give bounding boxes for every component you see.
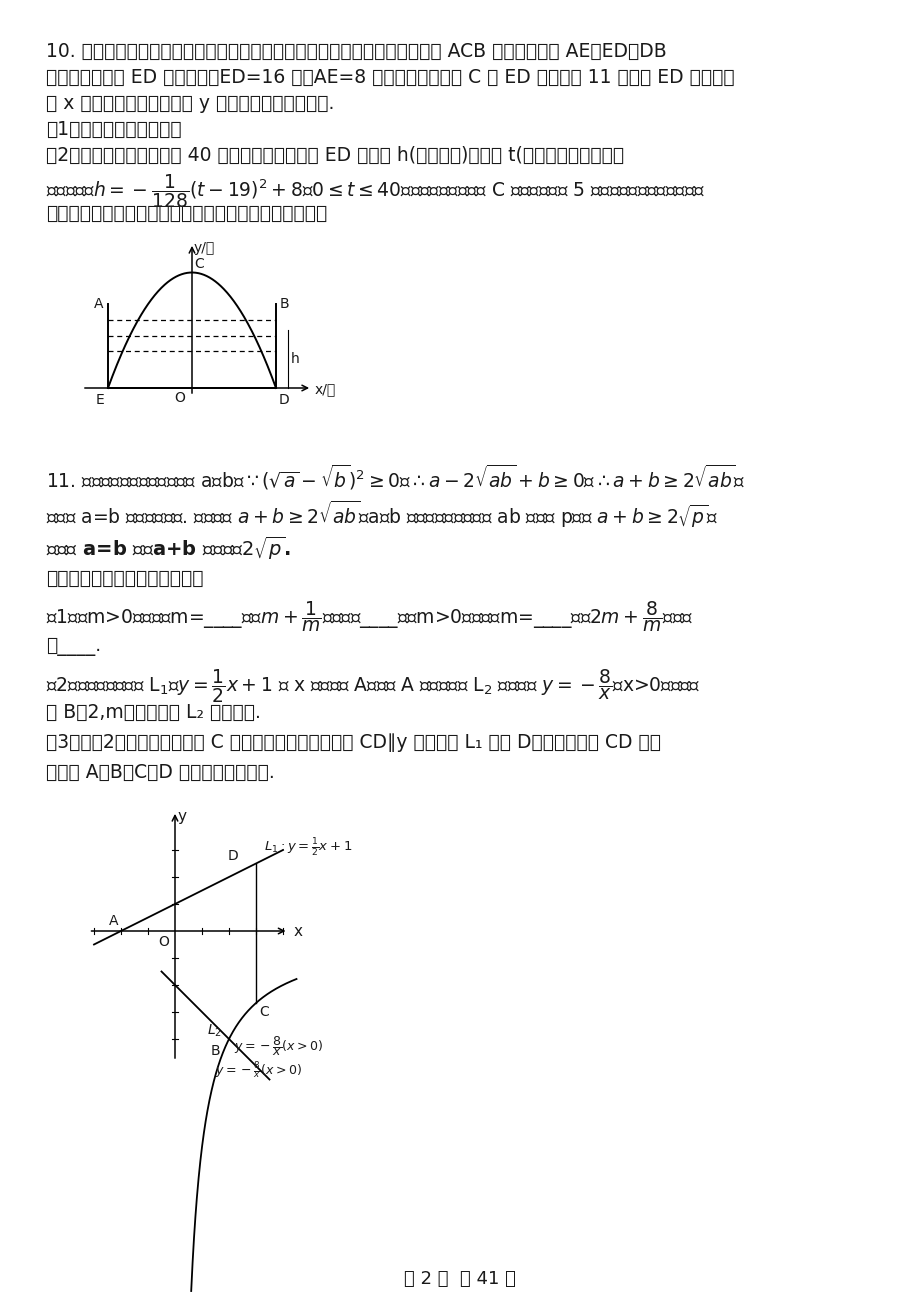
Text: C: C — [259, 1005, 268, 1019]
Text: y: y — [177, 809, 187, 824]
Text: 足函数关系$h = -\dfrac{1}{128}(t-19)^2+8$（$0\leq t\leq 40$），且当水面到顶点 C 的距离不大于 5 米时，需禁止: 足函数关系$h = -\dfrac{1}{128}(t-19)^2+8$（$0\… — [46, 172, 704, 210]
Text: O: O — [158, 935, 169, 949]
Text: 值____.: 值____. — [46, 637, 101, 656]
Text: D: D — [227, 849, 238, 862]
Text: x: x — [293, 923, 302, 939]
Text: x/米: x/米 — [314, 381, 335, 396]
Text: y/米: y/米 — [194, 241, 215, 255]
Text: 11. 阅读理解：对于任意正实数 a、b，$\because(\sqrt{a}-\sqrt{b})^{2}\geq 0$，$\therefore a-2\sqr: 11. 阅读理解：对于任意正实数 a、b，$\because(\sqrt{a}-… — [46, 464, 744, 492]
Text: B: B — [210, 1044, 221, 1059]
Text: O: O — [174, 391, 185, 405]
Text: （2）已知从某时刻开始的 40 小时内，水面与河底 ED 的距离 h(单位：米)随时间 t(单位：时）的变化满: （2）已知从某时刻开始的 40 小时内，水面与河底 ED 的距离 h(单位：米)… — [46, 146, 623, 165]
Text: 只有当 a=b 时，等号成立. 结论：在 $a+b\geq 2\sqrt{ab}$（a、b 均为正实数）中，若 ab 为定值 p，则 $a+b\geq 2\sq: 只有当 a=b 时，等号成立. 结论：在 $a+b\geq 2\sqrt{ab}… — [46, 499, 717, 530]
Text: A: A — [94, 297, 103, 311]
Text: 根据上述内容，回答下列问题：: 根据上述内容，回答下列问题： — [46, 569, 203, 589]
Text: $y=-\frac{8}{x}(x>0)$: $y=-\frac{8}{x}(x>0)$ — [215, 1061, 302, 1081]
Text: C: C — [194, 258, 203, 272]
Text: D: D — [278, 393, 289, 408]
Text: 点 B（2,m），求直线 L₂ 的解析式.: 点 B（2,m），求直线 L₂ 的解析式. — [46, 703, 261, 723]
Text: 第 2 页  共 41 页: 第 2 页 共 41 页 — [403, 1269, 516, 1288]
Text: （1）求抛物线的表达式；: （1）求抛物线的表达式； — [46, 120, 181, 139]
Text: $L_2$: $L_2$ — [207, 1022, 222, 1039]
Text: （2）如图，已知直线 L$_1$：$y=\dfrac{1}{2}x+1$ 与 x 轴交于点 A，过点 A 的另一直线 L$_2$ 与双曲线 $y=-\dfrac: （2）如图，已知直线 L$_1$：$y=\dfrac{1}{2}x+1$ 与 x… — [46, 667, 700, 704]
Text: 组成，已知河底 ED 是水平的，ED=16 米，AE=8 米，抛物线的顶点 C 到 ED 的距离是 11 米，以 ED 所在直线: 组成，已知河底 ED 是水平的，ED=16 米，AE=8 米，抛物线的顶点 C … — [46, 68, 734, 87]
Text: 为 x 轴，抛物线的对称轴为 y 轴建立平面直角坐标系.: 为 x 轴，抛物线的对称轴为 y 轴建立平面直角坐标系. — [46, 94, 334, 113]
Text: 时，点 A、B、C、D 围成的四边形面积.: 时，点 A、B、C、D 围成的四边形面积. — [46, 763, 275, 783]
Text: h: h — [290, 352, 300, 366]
Text: 只有当 a=b 时，a+b 有最小值$2\sqrt{p}$.: 只有当 a=b 时，a+b 有最小值$2\sqrt{p}$. — [46, 535, 290, 562]
Text: $L_1:y=\frac{1}{2}x+1$: $L_1:y=\frac{1}{2}x+1$ — [264, 837, 352, 859]
Text: B: B — [279, 297, 289, 311]
Text: 10. 如图所示，小河上有一拱桥，拱桥及河道的截面轮廓线由抛物线的一部分 ACB 和矩形的三边 AE、ED、DB: 10. 如图所示，小河上有一拱桥，拱桥及河道的截面轮廓线由抛物线的一部分 ACB… — [46, 42, 666, 61]
Text: （3）在（2）的条件下，若点 C 为双曲线上任意一点，作 CD∥y 轴交直线 L₁ 于点 D，试求当线段 CD 最短: （3）在（2）的条件下，若点 C 为双曲线上任意一点，作 CD∥y 轴交直线 L… — [46, 733, 660, 753]
Text: A: A — [108, 914, 118, 928]
Text: 通过计算说明在这一时段内，需多少小时禁止船只通行？: 通过计算说明在这一时段内，需多少小时禁止船只通行？ — [46, 204, 327, 223]
Text: E: E — [96, 393, 104, 408]
Text: （1）若m>0，只有当m=____时，$m+\dfrac{1}{m}$有最小值____；若m>0，只有当m=____时，$2m+\dfrac{8}{m}$有最小: （1）若m>0，只有当m=____时，$m+\dfrac{1}{m}$有最小值_… — [46, 599, 693, 634]
Text: $y=-\dfrac{8}{x}(x>0)$: $y=-\dfrac{8}{x}(x>0)$ — [233, 1034, 323, 1057]
